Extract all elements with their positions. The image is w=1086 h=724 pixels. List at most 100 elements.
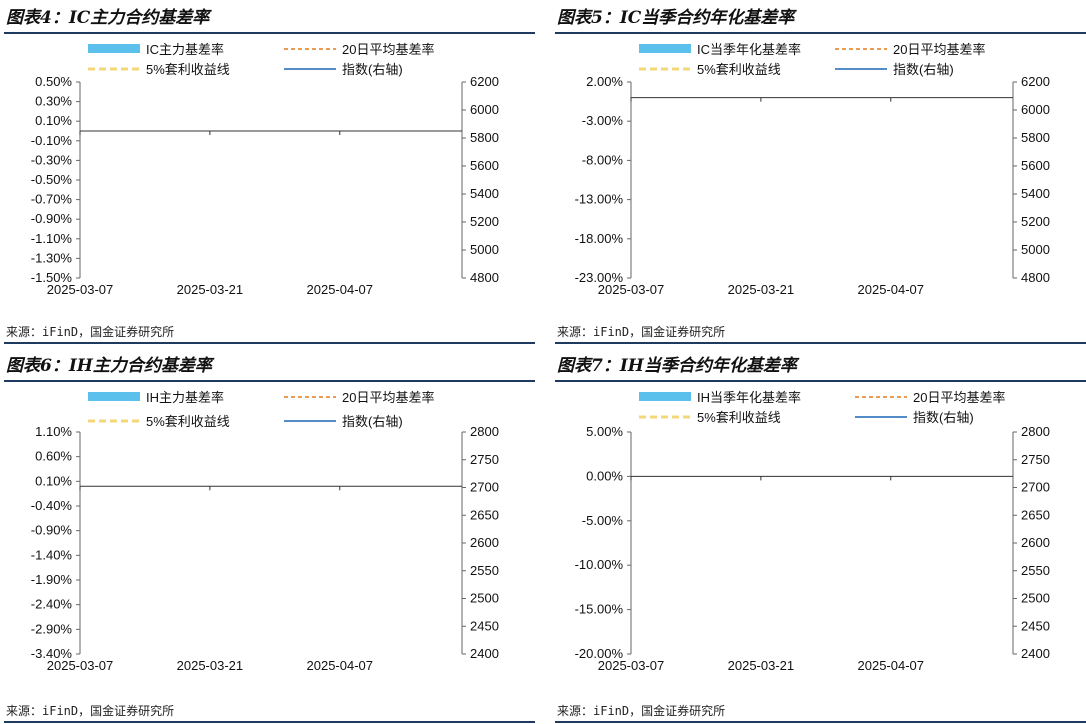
x-tick-label: 2025-03-21 [177,658,244,673]
legend-item: 20日平均基差率 [855,390,1005,405]
legend-label: 5%套利收益线 [697,62,781,77]
y-right-tick-label: 5000 [1021,242,1050,257]
legend-item: 指数(右轴) [284,62,403,77]
legend-label: 5%套利收益线 [146,62,230,77]
panel-ih-quarter: 图表7：IH当季合约年化基差率 IH当季年化基差率 20日平均基差率 5%套利收益线… [555,352,1086,692]
legend-label: IC主力基差率 [146,42,224,57]
y-left-tick-label: -3.40% [31,646,73,661]
chart-title: 图表4：IC主力合约基差率 [4,4,535,34]
legend-item: 指数(右轴) [284,414,403,429]
y-left-tick-label: -1.50% [31,270,73,285]
ic-main-basis-chart: IC主力基差率 20日平均基差率 5%套利收益线 指数(右轴) 0.50% 0.30% 0.… [31,42,499,297]
y-left-tick-label: -1.90% [31,572,73,587]
legend-item: 5%套利收益线 [639,410,781,425]
y-right-tick-label: 5800 [470,130,499,145]
y-right-tick-label: 5000 [470,242,499,257]
y-left-tick-label: -5.00% [582,513,624,528]
y-right-tick-label: 2400 [1021,646,1050,661]
legend-label: 5%套利收益线 [697,410,781,425]
y-left-tick-label: -0.90% [31,211,73,226]
y-left-tick-label: -23.00% [575,270,624,285]
legend-label: 指数(右轴) [342,414,403,429]
y-left-tick-label: 2.00% [586,74,623,89]
y-left-tick-label: -0.10% [31,133,73,148]
y-left-tick-label: 0.10% [35,473,72,488]
x-tick-label: 2025-03-07 [47,658,114,673]
source-note: 来源：iFinD，国金证券研究所 [555,701,1086,723]
y-left-tick-label: 0.10% [35,113,72,128]
legend-label: 20日平均基差率 [893,42,985,57]
y-left-tick-label: -8.00% [582,152,624,167]
y-right-tick-label: 2500 [470,591,499,606]
x-tick-label: 2025-03-21 [728,282,795,297]
legend-label: 20日平均基差率 [342,42,434,57]
y-right-tick-label: 2750 [1021,452,1050,467]
legend-item: IC主力基差率 [88,42,224,57]
y-left-tick-label: 0.30% [35,94,72,109]
y-left-tick-label: -15.00% [575,602,624,617]
y-right-tick-label: 4800 [1021,270,1050,285]
y-left-tick-label: -1.30% [31,250,73,265]
y-left-tick-label: -1.40% [31,547,73,562]
y-right-tick-label: 2550 [470,563,499,578]
x-tick-label: 2025-03-07 [598,282,665,297]
y-left-tick-label: 0.50% [35,74,72,89]
chart-title: 图表6：IH主力合约基差率 [4,352,535,382]
legend-swatch [639,392,691,401]
y-left-tick-label: -3.00% [582,113,624,128]
y-left-tick-label: 5.00% [586,424,623,439]
legend-label: 指数(右轴) [893,62,954,77]
x-tick-label: 2025-03-07 [598,658,665,673]
legend-swatch [88,392,140,401]
y-left-tick-label: -0.70% [31,192,73,207]
y-right-tick-label: 2750 [470,452,499,467]
x-tick-label: 2025-04-07 [307,658,374,673]
legend-swatch [639,44,691,53]
legend-label: 指数(右轴) [342,62,403,77]
legend-label: IH当季年化基差率 [697,390,801,405]
y-right-tick-label: 2500 [1021,591,1050,606]
y-right-tick-label: 5800 [1021,130,1050,145]
y-left-tick-label: -18.00% [575,231,624,246]
y-right-tick-label: 2600 [470,535,499,550]
legend-label: 5%套利收益线 [146,414,230,429]
y-right-tick-label: 2800 [470,424,499,439]
y-right-tick-label: 2450 [470,618,499,633]
y-right-tick-label: 5600 [470,158,499,173]
chart-title: 图表7：IH当季合约年化基差率 [555,352,1086,382]
chart-title: 图表5：IC当季合约年化基差率 [555,4,1086,34]
y-left-tick-label: -10.00% [575,557,624,572]
legend-item: 指数(右轴) [835,62,954,77]
legend-item: IC当季年化基差率 [639,42,801,57]
y-right-tick-label: 2800 [1021,424,1050,439]
y-right-tick-label: 5600 [1021,158,1050,173]
y-left-tick-label: -20.00% [575,646,624,661]
legend-label: IH主力基差率 [146,390,224,405]
legend-label: 指数(右轴) [913,410,974,425]
y-right-tick-label: 2650 [1021,507,1050,522]
legend-item: 5%套利收益线 [88,414,230,429]
ih-main-basis-chart: IH主力基差率 20日平均基差率 5%套利收益线 指数(右轴) 1.10% 0.60% 0.… [31,390,499,673]
source-note: 来源：iFinD，国金证券研究所 [4,322,535,344]
y-right-tick-label: 6000 [1021,102,1050,117]
y-left-tick-label: -1.10% [31,231,73,246]
legend-item: 20日平均基差率 [835,42,985,57]
x-tick-label: 2025-03-07 [47,282,114,297]
panel-ih-main: 图表6：IH主力合约基差率 IH主力基差率 20日平均基差率 5%套利收益线 指数(右… [4,352,535,692]
y-right-tick-label: 2700 [1021,480,1050,495]
y-left-tick-label: 0.60% [35,449,72,464]
y-right-tick-label: 6200 [470,74,499,89]
legend-item: 指数(右轴) [855,410,974,425]
y-right-tick-label: 6200 [1021,74,1050,89]
legend-label: 20日平均基差率 [342,390,434,405]
y-left-tick-label: 0.00% [586,468,623,483]
y-right-tick-label: 2450 [1021,618,1050,633]
y-right-tick-label: 4800 [470,270,499,285]
y-left-tick-label: -0.40% [31,498,73,513]
y-right-tick-label: 5200 [1021,214,1050,229]
x-tick-label: 2025-03-21 [177,282,244,297]
legend-label: 20日平均基差率 [913,390,1005,405]
ih-quarter-basis-chart: IH当季年化基差率 20日平均基差率 5%套利收益线 指数(右轴) 5.00% 0.00%… [575,390,1050,673]
y-right-tick-label: 5200 [470,214,499,229]
legend-item: 5%套利收益线 [88,62,230,77]
